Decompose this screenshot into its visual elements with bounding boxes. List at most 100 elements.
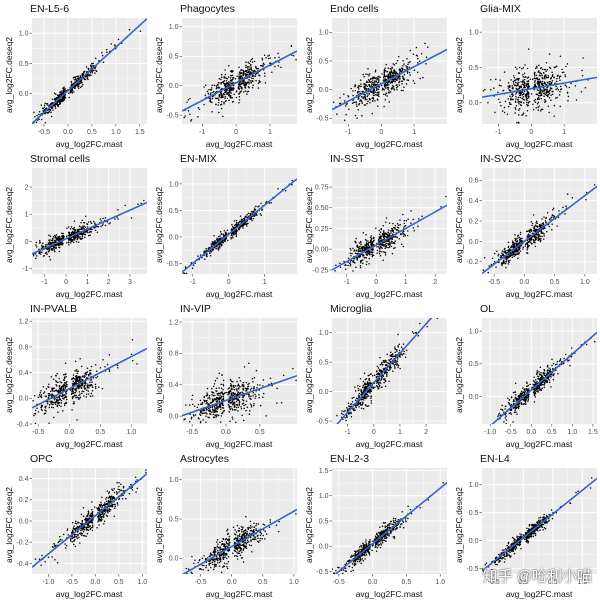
- data-point: [540, 232, 542, 234]
- data-point: [206, 253, 208, 255]
- data-point: [219, 81, 221, 84]
- data-point: [65, 382, 67, 384]
- data-point: [521, 237, 523, 240]
- y-tick-label: 0.4: [469, 198, 479, 205]
- data-point: [391, 74, 393, 77]
- data-point: [511, 240, 514, 242]
- data-point: [570, 82, 572, 85]
- data-point: [53, 234, 56, 237]
- data-point: [224, 97, 226, 100]
- data-point: [240, 220, 242, 223]
- data-point: [360, 262, 362, 264]
- data-point: [382, 259, 384, 261]
- data-point: [382, 245, 385, 247]
- data-point: [46, 402, 49, 405]
- data-point: [247, 67, 249, 70]
- data-point: [384, 78, 387, 80]
- data-point: [501, 254, 504, 256]
- data-point: [402, 232, 404, 234]
- data-point: [376, 252, 378, 255]
- data-point: [548, 53, 551, 55]
- data-point: [206, 90, 209, 92]
- data-point: [496, 250, 498, 253]
- data-point: [534, 235, 537, 237]
- data-point: [349, 252, 352, 254]
- data-point: [91, 62, 93, 65]
- data-point: [493, 87, 495, 89]
- data-point: [519, 231, 522, 234]
- data-point: [184, 266, 187, 268]
- data-point: [284, 189, 287, 192]
- data-point: [365, 240, 368, 242]
- data-point: [117, 209, 119, 211]
- data-point: [65, 375, 67, 378]
- data-point: [52, 403, 54, 406]
- data-point: [357, 98, 359, 100]
- data-point: [527, 76, 530, 78]
- data-point: [257, 87, 260, 89]
- data-point: [510, 97, 512, 99]
- data-point: [63, 376, 66, 378]
- data-point: [391, 80, 394, 82]
- data-point: [593, 184, 596, 186]
- data-point: [219, 245, 221, 247]
- data-point: [527, 230, 529, 232]
- data-point: [564, 75, 567, 78]
- data-point: [487, 101, 489, 104]
- data-point: [399, 75, 401, 78]
- regression-line: [332, 48, 447, 111]
- data-point: [244, 70, 247, 73]
- data-point: [366, 102, 368, 105]
- data-point: [69, 233, 71, 235]
- data-point: [61, 243, 64, 246]
- data-point: [387, 73, 389, 76]
- data-point: [415, 46, 418, 49]
- data-point: [226, 229, 229, 232]
- data-point: [405, 83, 408, 85]
- data-point: [402, 65, 404, 67]
- data-point: [381, 247, 383, 250]
- data-point: [49, 390, 52, 393]
- data-point: [189, 97, 191, 100]
- data-point: [75, 387, 78, 389]
- data-point: [32, 400, 34, 402]
- data-point: [62, 97, 64, 99]
- data-point: [522, 83, 525, 86]
- data-point: [517, 252, 519, 254]
- data-point: [365, 263, 368, 266]
- data-point: [189, 113, 191, 116]
- data-point: [358, 242, 361, 244]
- data-point: [512, 81, 515, 83]
- data-point: [100, 225, 102, 228]
- data-point: [53, 402, 56, 404]
- data-point: [80, 365, 83, 368]
- data-point: [516, 78, 518, 80]
- data-point: [239, 85, 242, 88]
- data-point: [92, 376, 95, 379]
- data-point: [234, 232, 237, 234]
- data-point: [82, 390, 85, 393]
- y-tick-label: 0.2: [469, 218, 479, 225]
- data-point: [359, 250, 362, 252]
- data-point: [445, 195, 447, 198]
- data-point: [523, 78, 526, 81]
- data-point: [221, 76, 223, 79]
- data-point: [513, 246, 516, 248]
- data-point: [394, 81, 396, 83]
- data-point: [255, 66, 257, 69]
- x-tick-label: 1.0: [580, 279, 590, 286]
- data-point: [229, 96, 232, 99]
- data-point: [76, 396, 78, 399]
- data-point: [394, 225, 397, 227]
- data-point: [374, 69, 377, 72]
- data-point: [232, 87, 234, 89]
- data-point: [139, 30, 142, 32]
- data-point: [371, 97, 373, 100]
- data-point: [536, 66, 538, 69]
- data-point: [540, 73, 543, 75]
- data-point: [571, 196, 574, 199]
- data-point: [203, 86, 205, 88]
- data-point: [71, 239, 73, 242]
- data-point: [547, 76, 549, 79]
- data-point: [76, 84, 79, 86]
